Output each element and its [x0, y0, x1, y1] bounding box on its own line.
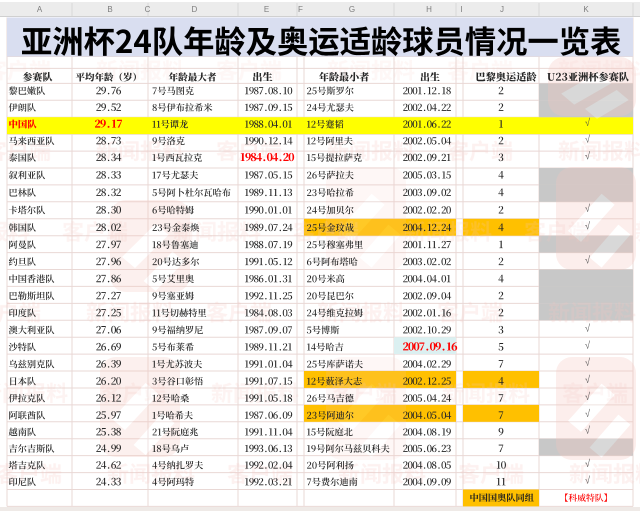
svg-text:G: G: [349, 5, 355, 14]
svg-text:C: C: [145, 5, 151, 14]
svg-text:B: B: [107, 5, 112, 14]
svg-text:A: A: [37, 5, 43, 14]
svg-text:J: J: [500, 5, 504, 14]
svg-text:D: D: [192, 5, 198, 14]
svg-text:E: E: [264, 5, 269, 14]
svg-text:K: K: [583, 5, 589, 14]
svg-text:F: F: [298, 5, 303, 14]
svg-text:I: I: [460, 5, 462, 14]
svg-text:H: H: [426, 5, 432, 14]
